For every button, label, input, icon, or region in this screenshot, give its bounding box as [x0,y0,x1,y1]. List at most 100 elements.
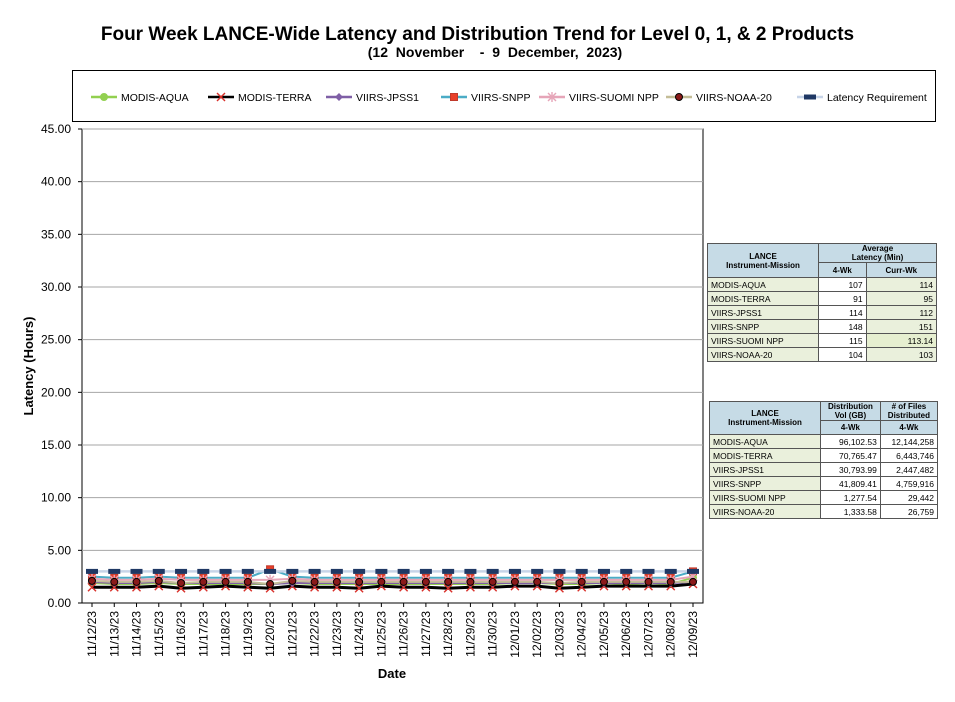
header-text: Distribution [827,402,873,411]
latency-4wk-cell: 104 [818,347,867,362]
legend-entry: VIIRS-SUOMI NPP [539,92,659,104]
legend-marker [100,93,108,101]
legend-marker [450,93,458,101]
latency-4wk-cell: 115 [818,333,867,348]
data-point [308,568,321,574]
latency-4wk-cell: 91 [818,291,867,306]
data-point [377,577,386,586]
data-point [687,568,699,574]
mission-cell: MODIS-TERRA [709,448,821,463]
data-point [199,577,208,586]
dist-table-col-4wk: 4-Wk [820,420,881,435]
y-axis-label: Latency (Hours) [21,317,36,416]
mission-cell: VIIRS-JPSS1 [709,462,821,477]
data-point [241,568,254,574]
x-tick-label: 11/27/23 [419,611,433,657]
data-point [353,568,366,574]
data-point [219,568,232,574]
header-text: Latency (Min) [851,253,904,262]
x-tick-label: 11/20/23 [263,611,277,657]
mission-cell: VIIRS-JPSS1 [707,305,819,320]
dist-table-col-4wk-files: 4-Wk [879,420,939,435]
data-point [622,577,631,586]
x-tick-label: 11/23/23 [330,611,344,657]
series-line [92,582,694,590]
mission-cell: VIIRS-NOAA-20 [707,347,819,362]
dist-files-cell: 12,144,258 [879,434,939,449]
latency-table-header-mission: LANCE Instrument-Mission [707,243,819,278]
latency-4wk-cell: 114 [818,305,867,320]
data-point [443,583,453,593]
latency-4wk-cell: 148 [818,319,867,334]
mission-cell: VIIRS-NOAA-20 [709,504,821,519]
latency-table-col-currwk: Curr-Wk [865,262,938,278]
data-point [108,568,121,574]
dist-vol-cell: 1,277.54 [820,490,881,505]
legend: MODIS-AQUA MODIS-TERRA VIIRS-JPSS1 VIIRS-SN… [91,92,927,104]
legend-label: VIIRS-SNPP [471,92,531,104]
x-tick-label: 12/08/23 [664,611,678,658]
legend-entry: MODIS-TERRA [208,92,312,104]
data-point [154,576,163,585]
mission-cell: MODIS-AQUA [709,434,821,449]
data-point [689,577,697,586]
x-tick-label: 11/15/23 [152,611,166,657]
x-tick-label: 12/09/23 [686,611,700,658]
distribution-table-row: VIIRS-SUOMI NPP 1,277.54 29,442 [709,490,939,505]
data-point [644,577,653,586]
dist-table-header-vol: Distribution Vol (GB) [820,401,881,421]
x-tick-label: 12/02/23 [530,611,544,658]
legend-entry: VIIRS-SNPP [441,92,531,104]
data-point [110,577,119,586]
data-point [375,568,388,574]
dist-vol-cell: 70,765.47 [820,448,881,463]
distribution-table-row: VIIRS-NOAA-20 1,333.58 26,759 [709,504,939,519]
data-point [197,568,210,574]
latency-currwk-cell: 113.14 [865,333,938,348]
x-tick-label: 12/07/23 [641,611,655,658]
data-point [464,568,477,574]
latency-currwk-cell: 114 [865,277,938,292]
mission-cell: MODIS-TERRA [707,291,819,306]
plot-area: 0.00 5.00 10.00 15.00 20.00 25.00 30.00 35.00 40… [41,122,704,658]
x-tick-label: 12/04/23 [575,611,589,658]
legend-marker [216,92,226,102]
data-point [510,577,519,586]
y-tick-label: 30.00 [41,280,71,294]
y-tick-label: 0.00 [48,596,72,610]
dist-files-cell: 6,443,746 [879,448,939,463]
x-tick-label: 11/22/23 [308,611,322,657]
dist-vol-cell: 96,102.53 [820,434,881,449]
data-point [555,578,564,587]
data-point [88,576,96,585]
data-point [444,577,453,586]
distribution-table-row: VIIRS-SNPP 41,809.41 4,759,916 [709,476,939,491]
x-tick-label: 11/18/23 [219,611,233,657]
dist-vol-cell: 1,333.58 [820,504,881,519]
data-point [266,580,275,589]
header-text: Average [861,244,894,253]
series-viirs-noaa-20 [88,576,697,589]
header-text: Vol (GB) [834,411,867,420]
legend-entry: MODIS-AQUA [91,92,189,104]
data-point [243,577,252,586]
mission-cell: MODIS-AQUA [707,277,819,292]
x-tick-label: 11/26/23 [397,611,411,657]
legend-entry: VIIRS-NOAA-20 [666,92,772,104]
data-point [332,577,341,586]
x-tick-label: 11/24/23 [352,611,366,657]
header-text: Instrument-Mission [728,418,802,427]
data-point [397,568,410,574]
data-point [486,568,499,574]
data-point [354,583,364,593]
latency-table-row: VIIRS-JPSS1 114 112 [707,305,938,320]
dist-table-header-mission: LANCE Instrument-Mission [709,401,821,435]
y-tick-label: 15.00 [41,438,71,452]
legend-label: VIIRS-SUOMI NPP [569,92,659,104]
data-point [508,568,521,574]
data-point [152,568,165,574]
distribution-table-row: MODIS-TERRA 70,765.47 6,443,746 [709,448,939,463]
data-point [87,582,97,592]
legend-label: Latency Requirement [827,92,927,104]
y-tick-label: 45.00 [41,122,71,136]
